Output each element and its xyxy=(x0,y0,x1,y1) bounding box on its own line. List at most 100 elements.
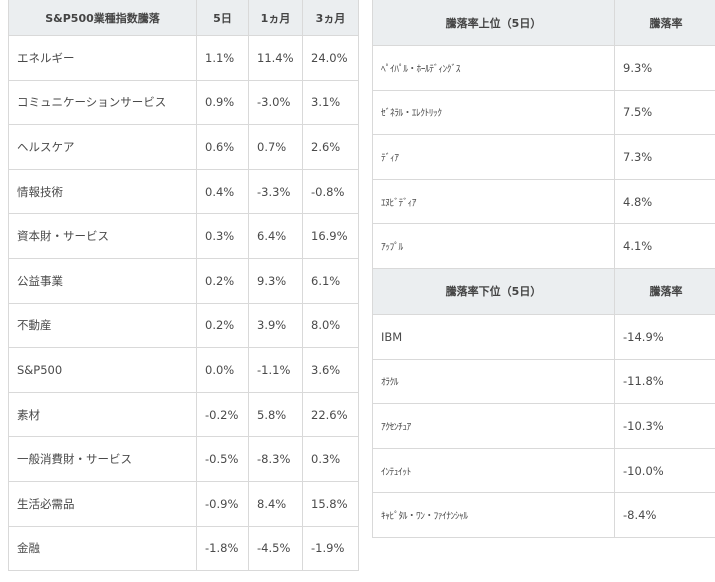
header-1m: 1ヵ月 xyxy=(248,0,303,36)
change-1m: -8.3% xyxy=(248,436,303,482)
table-row: エネルギー 1.1% 11.4% 24.0% xyxy=(8,35,359,81)
sector-name: 公益事業 xyxy=(8,257,197,304)
change-rate: 7.3% xyxy=(614,134,715,180)
company-name: ｱｯﾌﾟﾙ xyxy=(372,223,615,269)
table-row: ｵﾗｸﾙ -11.8% xyxy=(372,358,715,405)
change-3m: 3.1% xyxy=(302,79,359,126)
header-bottom-change: 騰落率 xyxy=(614,267,715,315)
header-top-gainers: 騰落率上位（5日） xyxy=(372,0,615,46)
sector-performance-table: S&P500業種指数騰落 5日 1ヵ月 3ヵ月 エネルギー 1.1% 11.4% 24… xyxy=(8,0,359,572)
table-row: IBM -14.9% xyxy=(372,313,715,360)
sector-name: 一般消費財・サービス xyxy=(8,436,197,482)
table-row: ヘルスケア 0.6% 0.7% 2.6% xyxy=(8,124,359,170)
change-3m: 24.0% xyxy=(302,35,359,81)
top-table-header: 騰落率上位（5日） 騰落率 xyxy=(372,0,715,46)
table-row: 素材 -0.2% 5.8% 22.6% xyxy=(8,391,359,438)
table-row: ﾍﾟｲﾊﾟﾙ・ﾎｰﾙﾃﾞｨﾝｸﾞｽ 9.3% xyxy=(372,45,715,91)
table-row: S&P500 0.0% -1.1% 3.6% xyxy=(8,347,359,393)
sector-name: 生活必需品 xyxy=(8,480,197,527)
change-3m: -1.9% xyxy=(302,525,359,572)
table-row: 不動産 0.2% 3.9% 8.0% xyxy=(8,302,359,349)
change-rate: -10.3% xyxy=(614,403,715,449)
company-name: ｵﾗｸﾙ xyxy=(372,358,615,405)
sector-name: ヘルスケア xyxy=(8,124,197,170)
table-row: 一般消費財・サービス -0.5% -8.3% 0.3% xyxy=(8,436,359,482)
table-row: ｾﾞﾈﾗﾙ・ｴﾚｸﾄﾘｯｸ 7.5% xyxy=(372,89,715,136)
change-5d: 0.2% xyxy=(196,302,249,349)
change-rate: 4.8% xyxy=(614,178,715,225)
sector-name: 不動産 xyxy=(8,302,197,349)
change-rate: 4.1% xyxy=(614,223,715,269)
table-row: ﾃﾞｨｱ 7.3% xyxy=(372,134,715,180)
change-3m: 16.9% xyxy=(302,213,359,259)
company-name: ｲﾝﾃｭｲｯﾄ xyxy=(372,447,615,494)
change-5d: -0.9% xyxy=(196,480,249,527)
table-row: 金融 -1.8% -4.5% -1.9% xyxy=(8,525,359,572)
sector-name: コミュニケーションサービス xyxy=(8,79,197,126)
change-rate: 7.5% xyxy=(614,89,715,136)
sector-name: エネルギー xyxy=(8,35,197,81)
change-1m: 0.7% xyxy=(248,124,303,170)
change-1m: 3.9% xyxy=(248,302,303,349)
change-rate: -11.8% xyxy=(614,358,715,405)
change-3m: 15.8% xyxy=(302,480,359,527)
change-3m: -0.8% xyxy=(302,168,359,215)
table-row: ｱｯﾌﾟﾙ 4.1% xyxy=(372,223,715,269)
change-rate: 9.3% xyxy=(614,45,715,91)
header-top-losers: 騰落率下位（5日） xyxy=(372,267,615,315)
change-5d: 0.3% xyxy=(196,213,249,259)
change-1m: 8.4% xyxy=(248,480,303,527)
company-name: ｱｸｾﾝﾁｭｱ xyxy=(372,403,615,449)
change-5d: -0.2% xyxy=(196,391,249,438)
change-1m: -3.0% xyxy=(248,79,303,126)
table-row: ｷｬﾋﾟﾀﾙ・ﾜﾝ・ﾌｧｲﾅﾝｼｬﾙ -8.4% xyxy=(372,492,715,538)
sector-name: 素材 xyxy=(8,391,197,438)
change-3m: 22.6% xyxy=(302,391,359,438)
change-1m: -4.5% xyxy=(248,525,303,572)
sector-table-header: S&P500業種指数騰落 5日 1ヵ月 3ヵ月 xyxy=(8,0,359,36)
change-3m: 8.0% xyxy=(302,302,359,349)
bottom-table-header: 騰落率下位（5日） 騰落率 xyxy=(372,267,715,315)
sector-name: 情報技術 xyxy=(8,168,197,215)
table-row: 生活必需品 -0.9% 8.4% 15.8% xyxy=(8,480,359,527)
change-1m: 6.4% xyxy=(248,213,303,259)
change-5d: 1.1% xyxy=(196,35,249,81)
table-row: ｲﾝﾃｭｲｯﾄ -10.0% xyxy=(372,447,715,494)
sector-name: 金融 xyxy=(8,525,197,572)
company-name: ｷｬﾋﾟﾀﾙ・ﾜﾝ・ﾌｧｲﾅﾝｼｬﾙ xyxy=(372,492,615,538)
table-row: 情報技術 0.4% -3.3% -0.8% xyxy=(8,168,359,215)
company-name: ﾍﾟｲﾊﾟﾙ・ﾎｰﾙﾃﾞｨﾝｸﾞｽ xyxy=(372,45,615,91)
company-name: IBM xyxy=(372,313,615,360)
table-row: 資本財・サービス 0.3% 6.4% 16.9% xyxy=(8,213,359,259)
change-5d: 0.4% xyxy=(196,168,249,215)
change-1m: 5.8% xyxy=(248,391,303,438)
header-5d: 5日 xyxy=(196,0,249,36)
change-1m: -3.3% xyxy=(248,168,303,215)
change-rate: -14.9% xyxy=(614,313,715,360)
change-1m: 9.3% xyxy=(248,257,303,304)
change-3m: 2.6% xyxy=(302,124,359,170)
header-3m: 3ヵ月 xyxy=(302,0,359,36)
change-5d: -0.5% xyxy=(196,436,249,482)
change-1m: 11.4% xyxy=(248,35,303,81)
header-sector: S&P500業種指数騰落 xyxy=(8,0,197,36)
change-1m: -1.1% xyxy=(248,347,303,393)
sector-name: S&P500 xyxy=(8,347,197,393)
sector-name: 資本財・サービス xyxy=(8,213,197,259)
change-rate: -10.0% xyxy=(614,447,715,494)
header-top-change: 騰落率 xyxy=(614,0,715,46)
company-name: ﾃﾞｨｱ xyxy=(372,134,615,180)
table-row: ｱｸｾﾝﾁｭｱ -10.3% xyxy=(372,403,715,449)
change-rate: -8.4% xyxy=(614,492,715,538)
table-row: ｴﾇﾋﾞﾃﾞｨｱ 4.8% xyxy=(372,178,715,225)
change-5d: 0.6% xyxy=(196,124,249,170)
change-5d: 0.2% xyxy=(196,257,249,304)
change-3m: 6.1% xyxy=(302,257,359,304)
stock-ranking-table: 騰落率上位（5日） 騰落率 ﾍﾟｲﾊﾟﾙ・ﾎｰﾙﾃﾞｨﾝｸﾞｽ 9.3% ｾﾞﾈﾗﾙ… xyxy=(372,0,715,538)
change-5d: 0.0% xyxy=(196,347,249,393)
change-5d: -1.8% xyxy=(196,525,249,572)
company-name: ｾﾞﾈﾗﾙ・ｴﾚｸﾄﾘｯｸ xyxy=(372,89,615,136)
change-3m: 0.3% xyxy=(302,436,359,482)
table-row: 公益事業 0.2% 9.3% 6.1% xyxy=(8,257,359,304)
table-row: コミュニケーションサービス 0.9% -3.0% 3.1% xyxy=(8,79,359,126)
